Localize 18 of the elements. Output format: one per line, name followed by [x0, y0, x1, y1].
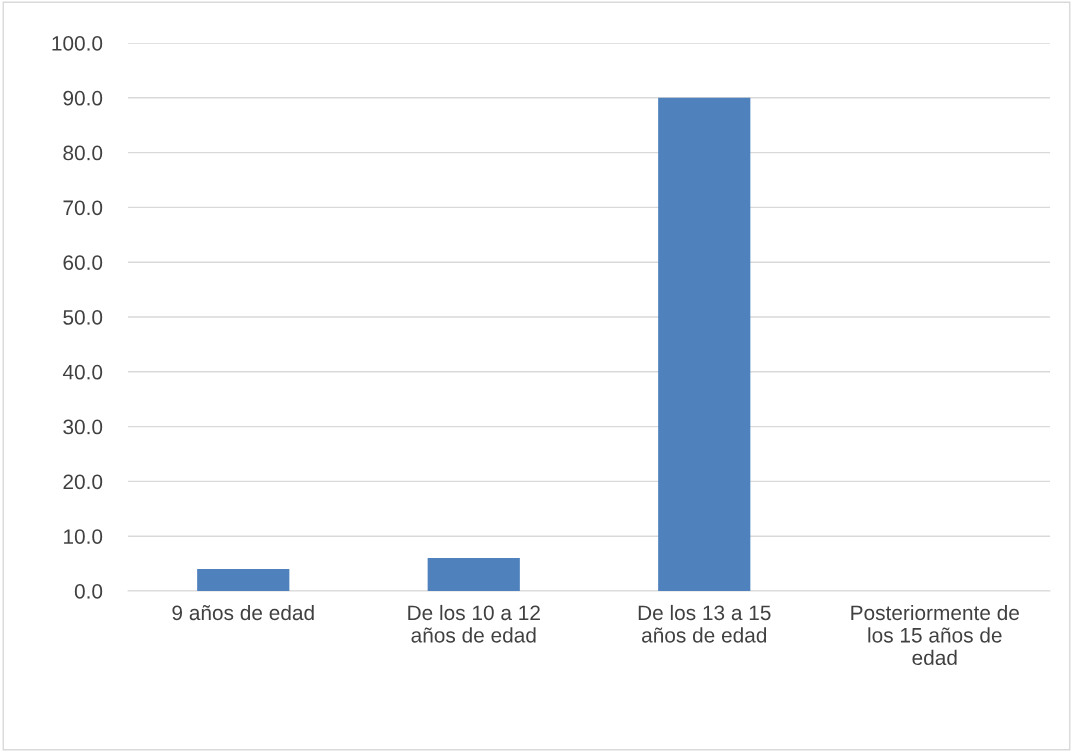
- y-tick-label: 0.0: [74, 584, 103, 599]
- bar: [197, 569, 290, 591]
- y-tick-label: 60.0: [63, 255, 103, 270]
- y-tick-label: 10.0: [64, 529, 103, 544]
- y-tick-label: 70.0: [63, 200, 103, 216]
- y-tick-label: 100.0: [52, 36, 103, 51]
- bar: [427, 558, 520, 591]
- y-tick-label: 20.0: [63, 474, 103, 490]
- y-tick-label: 50.0: [63, 310, 103, 325]
- x-tick-label: De los 13 a 15 años de edad: [638, 604, 771, 643]
- y-tick-label: 30.0: [63, 419, 103, 435]
- x-tick-label: Posteriormente de los 15 años de edad: [851, 604, 1019, 666]
- x-tick-label: 9 años de edad: [172, 604, 314, 621]
- y-tick-label: 90.0: [63, 90, 103, 106]
- bar: [658, 97, 751, 591]
- y-tick-label: 40.0: [62, 364, 103, 380]
- x-tick-label: De los 10 a 12 años de edad: [408, 604, 540, 643]
- y-tick-label: 80.0: [63, 145, 103, 161]
